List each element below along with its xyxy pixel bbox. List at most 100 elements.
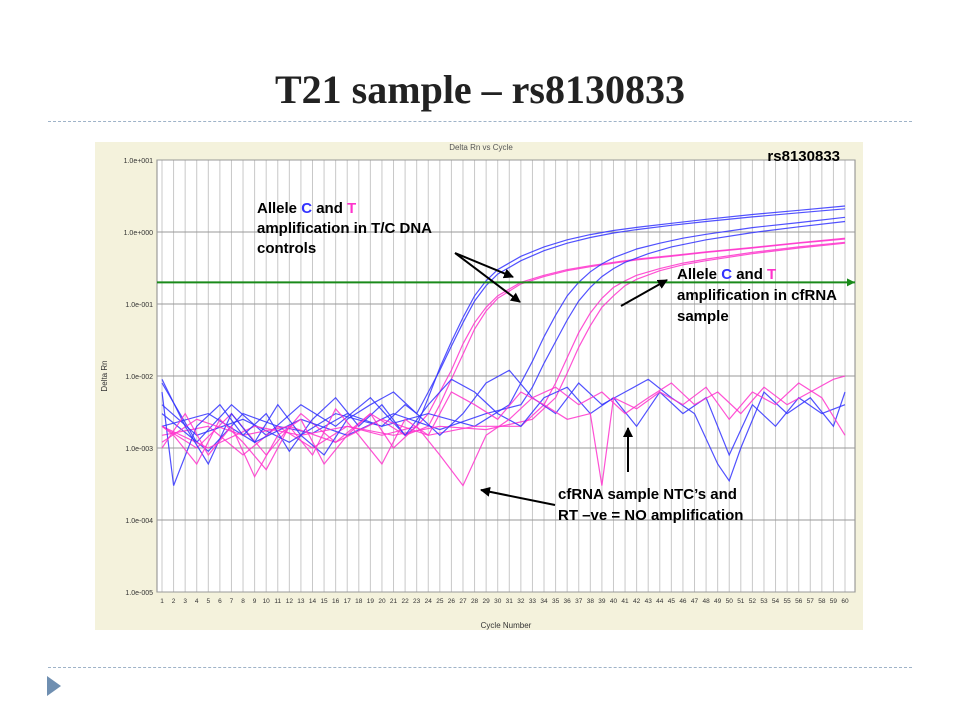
x-tick-label: 34 — [540, 598, 548, 605]
x-tick-label: 42 — [633, 598, 641, 605]
x-tick-label: 28 — [471, 598, 479, 605]
x-tick-label: 6 — [218, 598, 222, 605]
x-tick-label: 24 — [425, 598, 433, 605]
annotation-ntc: cfRNA sample NTC’s and RT –ve = NO ampli… — [558, 486, 743, 524]
x-tick-label: 45 — [668, 598, 676, 605]
x-tick-label: 3 — [183, 598, 187, 605]
series-line-ntc-t-11 — [161, 382, 846, 486]
x-tick-label: 4 — [195, 598, 199, 605]
annotation-cfrna-heading: Allele C and T — [677, 266, 776, 283]
x-tick-label: 52 — [749, 598, 757, 605]
x-tick-label: 36 — [564, 598, 572, 605]
x-tick-label: 53 — [760, 598, 768, 605]
x-tick-label: 11 — [274, 598, 281, 605]
x-tick-label: 19 — [367, 598, 375, 605]
x-tick-label: 22 — [401, 598, 409, 605]
annotation-dna-line-2: controls — [257, 240, 316, 257]
y-tick-label: 1.0e-003 — [125, 446, 153, 453]
y-tick-labels: 1.0e-005 1.0e-004 1.0e-003 1.0e-002 1.0e-001… — [124, 158, 154, 597]
series-line-dna-control-c-0 — [161, 205, 846, 444]
x-tick-label: 9 — [253, 598, 257, 605]
y-tick-label: 1.0e-002 — [125, 374, 153, 381]
x-tick-label: 60 — [841, 598, 849, 605]
series-line-ntc-t-10 — [161, 375, 846, 487]
x-tick-label: 31 — [506, 598, 514, 605]
series-line-ntc-c-9 — [161, 378, 846, 486]
threshold-line — [157, 278, 855, 287]
x-tick-label: 21 — [390, 598, 398, 605]
x-tick-label: 8 — [241, 598, 245, 605]
x-tick-label: 51 — [737, 598, 745, 605]
x-tick-label: 44 — [656, 598, 664, 605]
annotation-dna-heading: Allele C and T — [257, 200, 356, 217]
threshold-arrow-icon — [847, 278, 855, 287]
x-tick-label: 27 — [459, 598, 467, 605]
x-tick-label: 50 — [726, 598, 734, 605]
y-tick-label: 1.0e+001 — [124, 158, 153, 165]
x-tick-label: 17 — [344, 598, 352, 605]
x-tick-label: 23 — [413, 598, 421, 605]
x-tick-label: 1 — [160, 598, 164, 605]
amplification-curves — [161, 205, 846, 487]
y-tick-label: 1.0e-004 — [125, 518, 153, 525]
y-tick-label: 1.0e-001 — [125, 302, 153, 309]
x-tick-label: 40 — [610, 598, 618, 605]
x-tick-label: 32 — [517, 598, 525, 605]
x-tick-label: 20 — [378, 598, 386, 605]
annotation-ntc-line-1: cfRNA sample NTC’s and — [558, 486, 737, 503]
x-tick-label: 26 — [448, 598, 456, 605]
series-line-dna-control-t-2 — [161, 238, 846, 456]
assay-label: rs8130833 — [767, 148, 840, 165]
x-tick-label: 43 — [645, 598, 653, 605]
arrow-to-dna-curve-t — [454, 252, 521, 303]
slide-title: T21 sample – rs8130833 — [275, 67, 685, 112]
x-tick-label: 48 — [702, 598, 710, 605]
x-tick-label: 39 — [598, 598, 606, 605]
series-line-ntc-c-8 — [161, 369, 846, 483]
x-tick-label: 38 — [587, 598, 595, 605]
annotation-cfrna-line-2: sample — [677, 308, 729, 325]
x-tick-label: 12 — [286, 598, 294, 605]
x-tick-label: 49 — [714, 598, 722, 605]
annotation-cfrna-line-1: amplification in cfRNA — [677, 287, 837, 304]
y-tick-label: 1.0e+000 — [124, 230, 153, 237]
x-tick-label: 59 — [830, 598, 838, 605]
x-tick-label: 15 — [320, 598, 328, 605]
arrow-to-dna-curve-c — [454, 252, 514, 279]
x-tick-label: 37 — [575, 598, 583, 605]
x-tick-label: 41 — [621, 598, 629, 605]
arrow-to-cfrna-curve — [620, 279, 668, 307]
x-tick-label: 56 — [795, 598, 803, 605]
series-line-cfrna-sample-t-7 — [161, 242, 846, 449]
x-tick-labels: 1 2 3 4 5 6 7 8 9 10 11 12 13 14 15 16 17 18 19 20 21 22 23 24 2… — [160, 598, 849, 605]
x-tick-label: 54 — [772, 598, 780, 605]
x-tick-label: 58 — [818, 598, 826, 605]
amplification-plot: 1.0e-005 1.0e-004 1.0e-003 1.0e-002 1.0e-001… — [95, 142, 863, 630]
x-tick-label: 18 — [355, 598, 363, 605]
x-tick-label: 47 — [691, 598, 699, 605]
x-tick-label: 29 — [483, 598, 491, 605]
x-tick-label: 57 — [807, 598, 815, 605]
x-tick-label: 7 — [230, 598, 234, 605]
annotation-cfrna-sample: Allele C and T amplification in cfRNA sa… — [677, 266, 837, 325]
series-line-cfrna-sample-c-5 — [161, 220, 846, 443]
arrow-to-ntc-left — [480, 486, 556, 506]
annotation-dna-controls: Allele C and T amplification in T/C DNA … — [257, 200, 432, 257]
bullet-arrow-icon — [47, 676, 61, 696]
x-tick-label: 10 — [263, 598, 271, 605]
y-tick-label: 1.0e-005 — [125, 590, 153, 597]
grid-lines — [157, 159, 855, 593]
x-tick-label: 33 — [529, 598, 537, 605]
x-tick-label: 55 — [784, 598, 792, 605]
x-tick-label: 46 — [679, 598, 687, 605]
x-tick-label: 25 — [436, 598, 444, 605]
footer-divider — [48, 667, 912, 668]
x-tick-label: 16 — [332, 598, 340, 605]
x-tick-label: 2 — [172, 598, 176, 605]
x-tick-label: 30 — [494, 598, 502, 605]
series-line-cfrna-sample-t-6 — [161, 241, 846, 443]
x-axis-label: Cycle Number — [481, 621, 532, 630]
annotation-dna-line-1: amplification in T/C DNA — [257, 220, 432, 237]
x-tick-label: 5 — [206, 598, 210, 605]
x-tick-label: 35 — [552, 598, 560, 605]
